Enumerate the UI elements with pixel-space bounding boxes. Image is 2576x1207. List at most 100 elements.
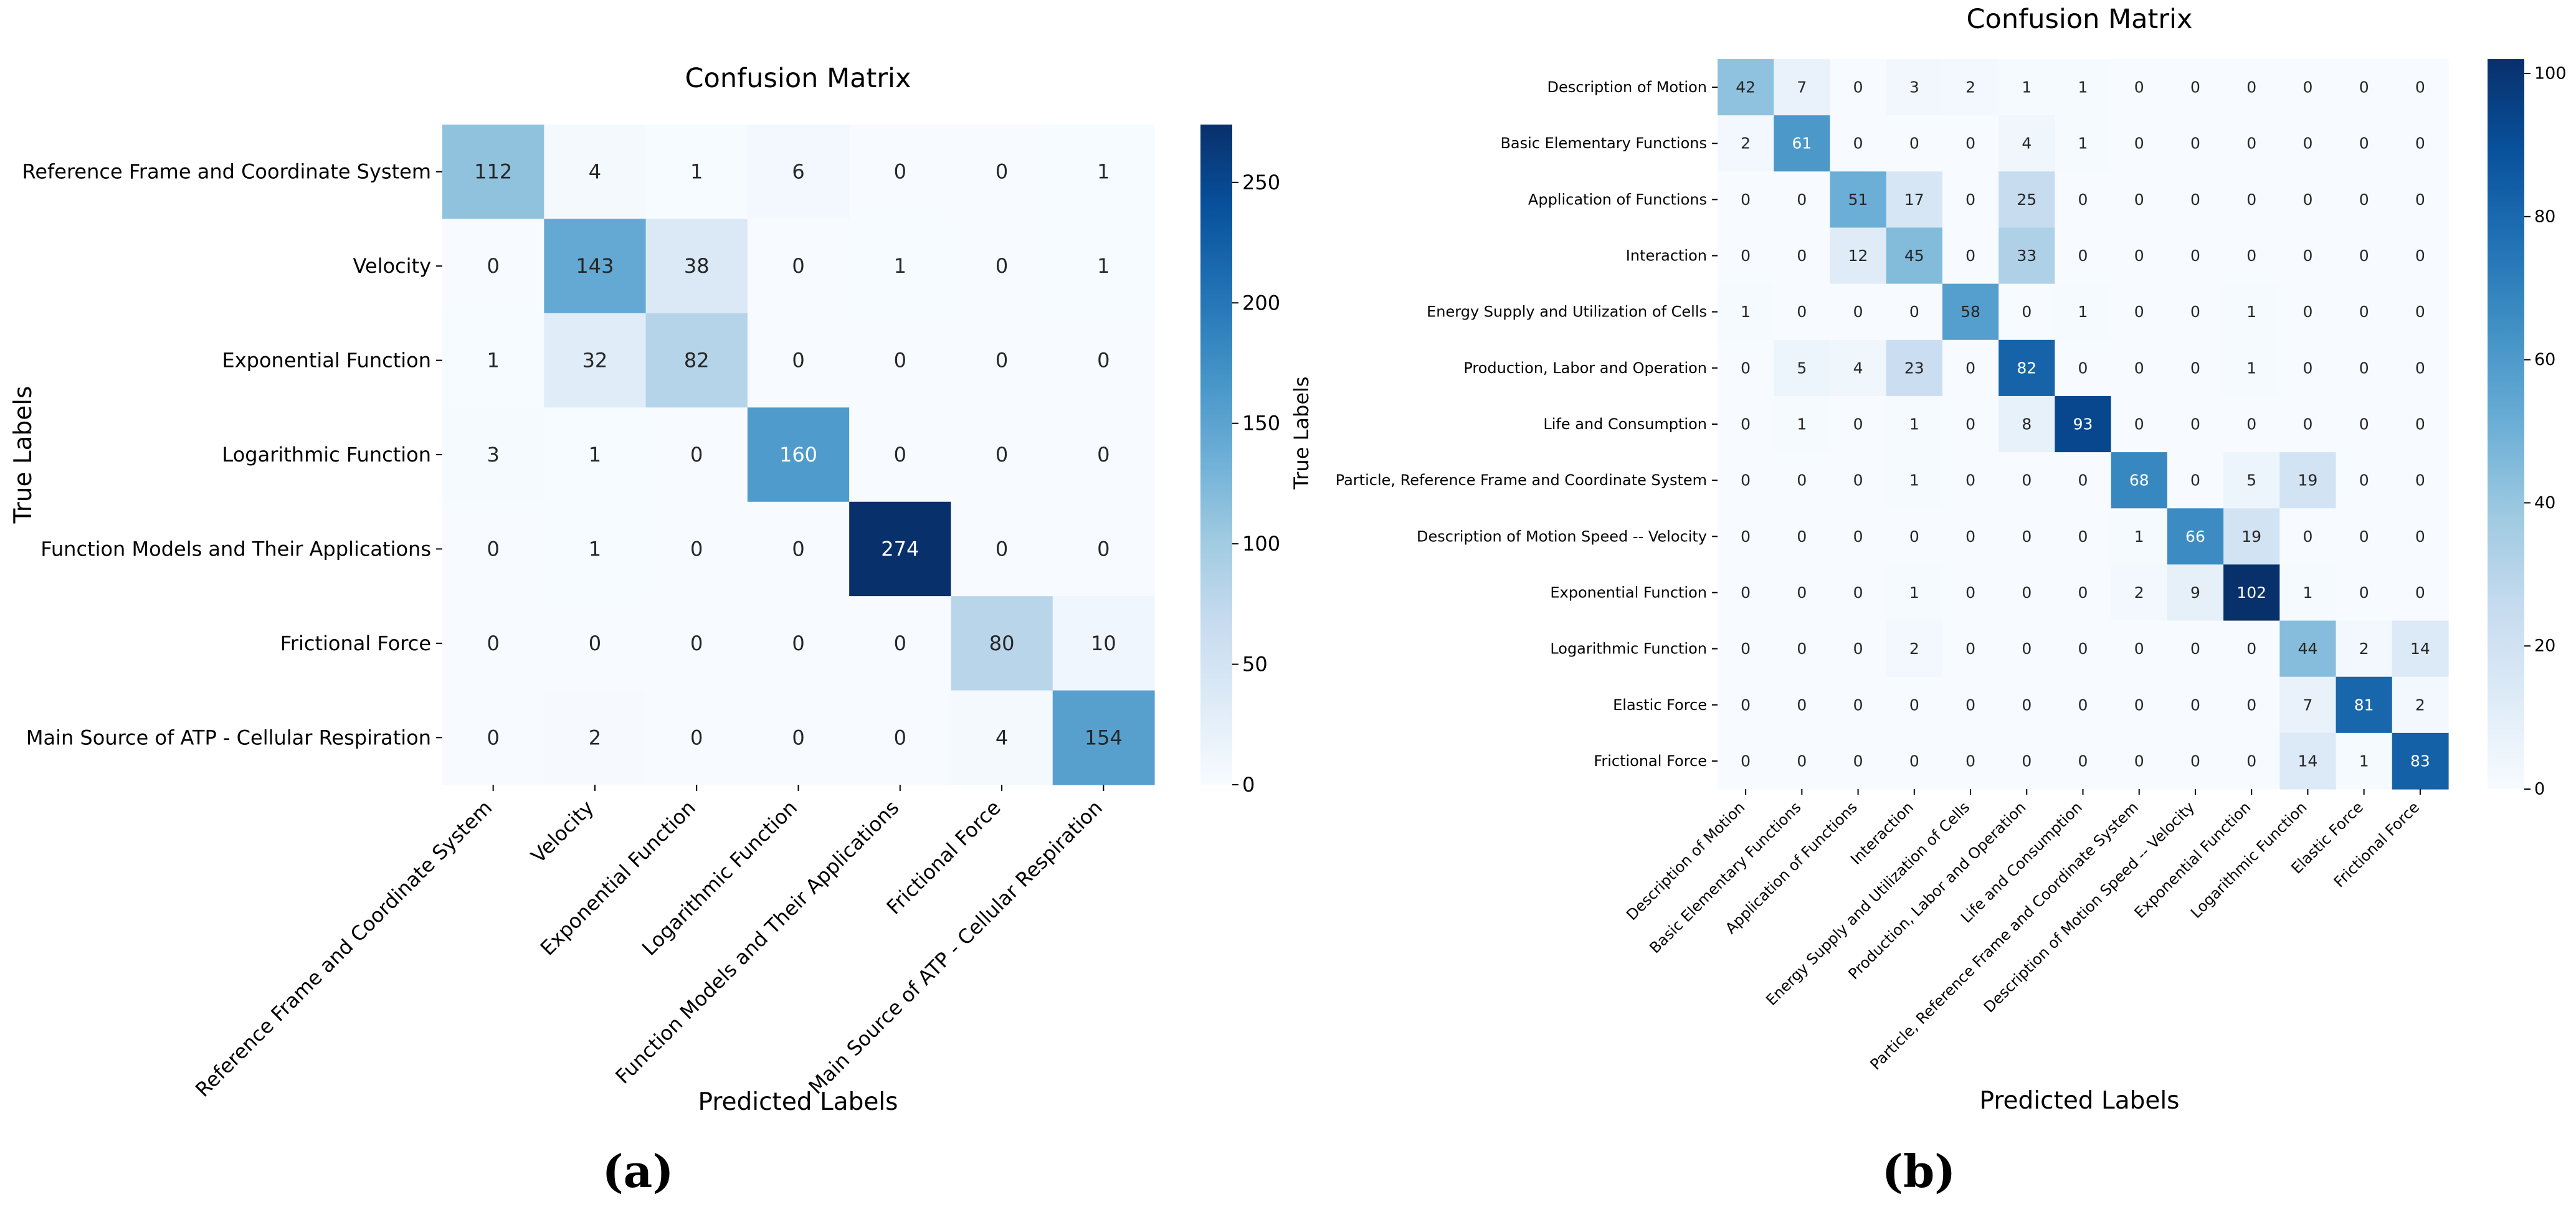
cell-value-label: 0 xyxy=(2022,303,2032,321)
cell-value-label: 274 xyxy=(881,537,919,561)
heatmap-cell xyxy=(1886,508,1943,565)
heatmap-cell xyxy=(2223,115,2280,172)
heatmap-cell xyxy=(2392,452,2449,509)
heatmap-cell xyxy=(849,501,952,597)
cell-value-label: 0 xyxy=(1741,191,1751,209)
cell-value-label: 0 xyxy=(2078,752,2088,770)
heatmap-cell xyxy=(1830,227,1887,285)
heatmap-cell xyxy=(2223,395,2280,453)
cell-value-label: 0 xyxy=(2078,696,2088,714)
cell-value-label: 0 xyxy=(690,632,703,655)
cell-value-label: 1 xyxy=(1909,471,1919,490)
y-tick-label: Reference Frame and Coordinate System xyxy=(22,160,431,184)
cell-value-label: 0 xyxy=(996,160,1008,184)
cell-value-label: 12 xyxy=(1848,247,1868,265)
cell-value-label: 1 xyxy=(487,349,499,372)
y-tick-label: Logarithmic Function xyxy=(1550,640,1707,658)
cell-value-label: 1 xyxy=(894,254,906,278)
heatmap-cell xyxy=(1830,59,1887,116)
heatmap-cell xyxy=(2392,227,2449,285)
heatmap-cell xyxy=(1718,395,1774,453)
heatmap-cell xyxy=(2279,171,2337,229)
heatmap-cell xyxy=(1942,564,1999,622)
heatmap-cell xyxy=(2336,395,2393,453)
cell-value-label: 0 xyxy=(2134,415,2144,433)
chart-title-a: Confusion Matrix xyxy=(685,63,911,94)
cell-value-label: 0 xyxy=(2303,528,2312,546)
heatmap-cell xyxy=(2111,283,2168,341)
cell-value-label: 0 xyxy=(2359,135,2369,153)
cell-value-label: 0 xyxy=(2134,303,2144,321)
cell-value-label: 0 xyxy=(487,254,499,278)
heatmap-cell xyxy=(2336,283,2393,341)
cell-value-label: 0 xyxy=(2303,247,2312,265)
cell-value-label: 0 xyxy=(2134,640,2144,658)
cell-value-label: 0 xyxy=(1965,471,1975,490)
heatmap-cell xyxy=(1774,395,1831,453)
cell-value-label: 0 xyxy=(2078,359,2088,377)
heatmap-cell xyxy=(1718,227,1774,285)
cell-value-label: 0 xyxy=(1909,303,1919,321)
cell-value-label: 0 xyxy=(1797,752,1807,770)
heatmap-cell xyxy=(2336,620,2393,678)
heatmap-cell xyxy=(1718,171,1774,229)
heatmap-cell xyxy=(1052,407,1155,503)
cell-value-label: 0 xyxy=(2303,78,2312,97)
cell-value-label: 0 xyxy=(1741,471,1751,490)
heatmap-cell xyxy=(442,125,544,220)
heatmap-cell xyxy=(747,313,850,408)
heatmap-cell xyxy=(1886,115,1943,172)
y-tick-label: Production, Labor and Operation xyxy=(1463,359,1707,377)
heatmap-cell xyxy=(1774,115,1831,172)
heatmap-cell xyxy=(2055,676,2112,734)
cell-value-label: 112 xyxy=(474,160,512,184)
heatmap-cell xyxy=(2055,508,2112,565)
colorbar-tick-label: 150 xyxy=(1242,412,1280,435)
heatmap-cell xyxy=(951,596,1053,691)
heatmap-cell xyxy=(2167,452,2224,509)
cell-value-label: 93 xyxy=(2073,415,2093,433)
cell-value-label: 0 xyxy=(2190,696,2200,714)
cell-value-label: 1 xyxy=(589,537,601,561)
heatmap-cell xyxy=(1718,732,1774,790)
cell-value-label: 4 xyxy=(1853,359,1863,377)
heatmap-cell xyxy=(2055,564,2112,622)
heatmap-cell xyxy=(1942,227,1999,285)
heatmap-cell xyxy=(951,219,1053,314)
heatmap-cell xyxy=(1942,339,1999,397)
heatmap-cell xyxy=(1052,501,1155,597)
cell-value-label: 0 xyxy=(2190,303,2200,321)
heatmap-cell xyxy=(1942,115,1999,172)
heatmap-cell xyxy=(2279,59,2337,116)
heatmap-cell xyxy=(2167,395,2224,453)
cell-value-label: 154 xyxy=(1085,726,1123,749)
cell-value-label: 82 xyxy=(684,349,710,372)
y-tick-label: Main Source of ATP - Cellular Respiratio… xyxy=(26,726,431,749)
cell-value-label: 0 xyxy=(2190,752,2200,770)
heatmap-cell xyxy=(1942,59,1999,116)
heatmap-cell xyxy=(747,219,850,314)
cell-value-label: 0 xyxy=(1741,359,1751,377)
cell-value-label: 51 xyxy=(1848,191,1868,209)
heatmap-cell xyxy=(544,690,647,785)
y-tick-label: Logarithmic Function xyxy=(222,443,431,466)
cell-value-label: 0 xyxy=(996,254,1008,278)
cell-value-label: 19 xyxy=(2298,471,2318,490)
heatmap-cell xyxy=(645,690,748,785)
cell-value-label: 0 xyxy=(2303,303,2312,321)
cell-value-label: 0 xyxy=(2022,528,2032,546)
panel-label-b: (b) xyxy=(1882,1145,1956,1198)
cell-value-label: 0 xyxy=(1741,696,1751,714)
heatmap-cell xyxy=(2336,227,2393,285)
heatmap-cell xyxy=(1718,59,1774,116)
cell-value-label: 0 xyxy=(2246,191,2256,209)
heatmap-cell xyxy=(747,125,850,220)
heatmap-cell xyxy=(1942,676,1999,734)
cell-value-label: 0 xyxy=(2246,752,2256,770)
heatmap-cell xyxy=(1999,227,2055,285)
cell-value-label: 82 xyxy=(2017,359,2037,377)
heatmap-cell xyxy=(1718,564,1774,622)
cell-value-label: 0 xyxy=(2022,696,2032,714)
cell-value-label: 0 xyxy=(2415,247,2425,265)
cell-value-label: 0 xyxy=(1965,752,1975,770)
